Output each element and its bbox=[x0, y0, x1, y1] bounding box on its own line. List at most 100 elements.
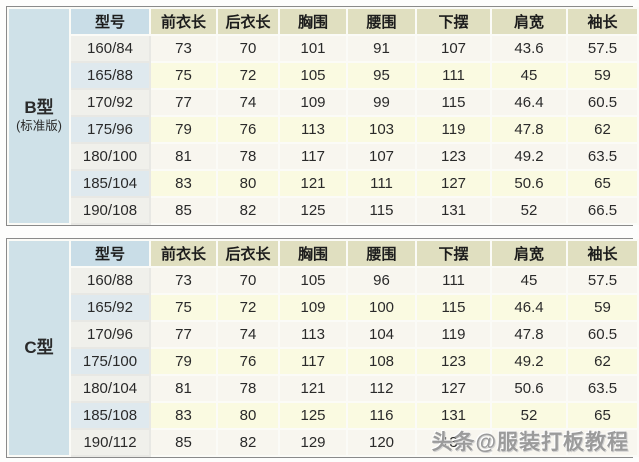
model-cell: 170/96 bbox=[69, 320, 151, 349]
value-cell: 49.2 bbox=[490, 142, 568, 171]
value-cell: 117 bbox=[278, 142, 348, 171]
table-row: 170/96 77 74 113 104 119 47.8 60.5 bbox=[8, 320, 639, 349]
value-cell: 78 bbox=[216, 142, 280, 171]
value-cell: 103 bbox=[346, 115, 417, 144]
value-cell: 52 bbox=[490, 401, 568, 430]
value-cell: 49.2 bbox=[490, 347, 568, 376]
value-cell: 57.5 bbox=[566, 34, 639, 63]
header-row: B型 (标准版) 型号 前衣长 后衣长 胸围 腰围 下摆 肩宽 袖长 bbox=[7, 7, 639, 225]
model-cell: 185/104 bbox=[69, 169, 151, 198]
value-cell: 120 bbox=[346, 428, 417, 457]
model-cell: 180/100 bbox=[69, 142, 151, 171]
value-cell: 62 bbox=[566, 347, 639, 376]
value-cell: 111 bbox=[346, 169, 417, 198]
value-cell: 45 bbox=[490, 61, 568, 90]
value-cell: 59 bbox=[566, 61, 639, 90]
value-cell: 62 bbox=[566, 115, 639, 144]
value-cell: 129 bbox=[278, 428, 348, 457]
table-row: 180/104 81 78 121 112 127 50.6 63.5 bbox=[8, 374, 639, 403]
value-cell: 99 bbox=[346, 88, 417, 117]
value-cell: 46.4 bbox=[490, 88, 568, 117]
value-cell: 83 bbox=[149, 401, 218, 430]
value-cell: 60.5 bbox=[566, 88, 639, 117]
value-cell: 76 bbox=[216, 347, 280, 376]
value-cell: 63.5 bbox=[566, 374, 639, 403]
value-cell: 105 bbox=[278, 61, 348, 90]
table-row: 175/100 79 76 117 108 123 49.2 62 bbox=[8, 347, 639, 376]
table-row: 165/88 75 72 105 95 111 45 59 bbox=[8, 61, 639, 90]
value-cell: 131 bbox=[415, 196, 492, 225]
model-cell: 180/104 bbox=[69, 374, 151, 403]
model-cell: 190/108 bbox=[69, 196, 151, 225]
value-cell: 82 bbox=[216, 196, 280, 225]
value-cell: 109 bbox=[278, 88, 348, 117]
table-row: 160/88 73 70 105 96 111 45 57.5 bbox=[8, 266, 639, 295]
value-cell: 70 bbox=[216, 34, 280, 63]
value-cell: 76 bbox=[216, 115, 280, 144]
type-label-cell: C型 bbox=[7, 239, 71, 457]
value-cell: 80 bbox=[216, 169, 280, 198]
column-header: 前衣长 bbox=[149, 239, 218, 268]
column-header: 后衣长 bbox=[216, 239, 280, 268]
value-cell: 72 bbox=[216, 61, 280, 90]
type-label-cell: B型 (标准版) bbox=[7, 7, 71, 225]
value-cell: 121 bbox=[278, 169, 348, 198]
value-cell: 125 bbox=[278, 196, 348, 225]
value-cell: 43.6 bbox=[490, 34, 568, 63]
value-cell: 75 bbox=[149, 61, 218, 90]
value-cell: 95 bbox=[346, 61, 417, 90]
value-cell: 83 bbox=[149, 169, 218, 198]
column-header: 下摆 bbox=[415, 239, 492, 268]
value-cell: 135 bbox=[415, 428, 492, 457]
value-cell: 96 bbox=[346, 266, 417, 295]
size-table-c: C型 型号 前衣长 后衣长 胸围 腰围 下摆 肩宽 袖长 160/88 73 70 105 96 111 45… bbox=[6, 238, 639, 458]
value-cell: 107 bbox=[346, 142, 417, 171]
table-row: 190/108 85 82 125 115 131 52 66.5 bbox=[8, 196, 639, 225]
value-cell: 113 bbox=[278, 115, 348, 144]
column-header: 肩宽 bbox=[490, 7, 568, 36]
column-header: 后衣长 bbox=[216, 7, 280, 36]
value-cell: 111 bbox=[415, 61, 492, 90]
value-cell: 109 bbox=[278, 293, 348, 322]
model-cell: 160/84 bbox=[69, 34, 151, 63]
value-cell: 70 bbox=[216, 266, 280, 295]
value-cell: 79 bbox=[149, 347, 218, 376]
model-cell: 170/92 bbox=[69, 88, 151, 117]
value-cell: 79 bbox=[149, 115, 218, 144]
model-cell: 160/88 bbox=[69, 266, 151, 295]
model-cell: 185/108 bbox=[69, 401, 151, 430]
value-cell: 65 bbox=[566, 169, 639, 198]
value-cell: 57.5 bbox=[566, 266, 639, 295]
value-cell: 112 bbox=[346, 374, 417, 403]
header-row: C型 型号 前衣长 后衣长 胸围 腰围 下摆 肩宽 袖长 bbox=[7, 239, 639, 457]
value-cell bbox=[566, 428, 639, 457]
column-header: 袖长 bbox=[566, 7, 639, 36]
value-cell: 105 bbox=[278, 266, 348, 295]
type-label-title: B型 bbox=[24, 97, 54, 117]
value-cell: 45 bbox=[490, 266, 568, 295]
column-header: 下摆 bbox=[415, 7, 492, 36]
table-row: 185/104 83 80 121 111 127 50.6 65 bbox=[8, 169, 639, 198]
value-cell: 119 bbox=[415, 320, 492, 349]
value-cell: 115 bbox=[346, 196, 417, 225]
value-cell: 121 bbox=[278, 374, 348, 403]
column-header: 腰围 bbox=[346, 7, 417, 36]
model-cell: 175/96 bbox=[69, 115, 151, 144]
value-cell: 81 bbox=[149, 374, 218, 403]
value-cell: 119 bbox=[415, 115, 492, 144]
value-cell: 77 bbox=[149, 88, 218, 117]
value-cell: 65 bbox=[566, 401, 639, 430]
column-header: 腰围 bbox=[346, 239, 417, 268]
size-table-b: B型 (标准版) 型号 前衣长 后衣长 胸围 腰围 下摆 肩宽 袖长 160/84 73 70 101 91… bbox=[6, 6, 639, 226]
value-cell: 66.5 bbox=[566, 196, 639, 225]
value-cell: 50.6 bbox=[490, 169, 568, 198]
table-row: 165/92 75 72 109 100 115 46.4 59 bbox=[8, 293, 639, 322]
value-cell: 131 bbox=[415, 401, 492, 430]
value-cell: 50.6 bbox=[490, 374, 568, 403]
value-cell: 63.5 bbox=[566, 142, 639, 171]
value-cell: 52 bbox=[490, 196, 568, 225]
value-cell: 123 bbox=[415, 347, 492, 376]
value-cell: 111 bbox=[415, 266, 492, 295]
type-label-subtitle: (标准版) bbox=[16, 119, 62, 134]
